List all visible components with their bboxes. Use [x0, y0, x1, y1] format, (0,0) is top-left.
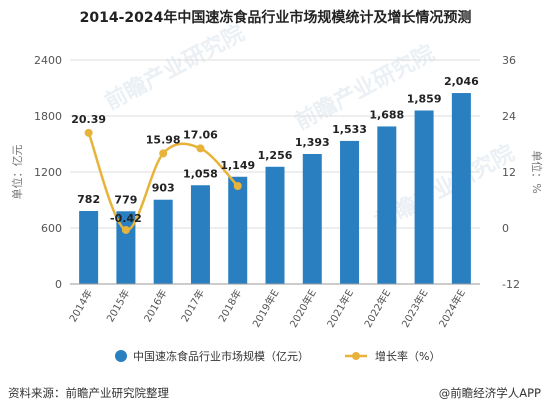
bar-value-label: 1,533 [332, 123, 367, 136]
growth-point [196, 144, 205, 153]
x-tick-label: 2015年 [104, 287, 133, 324]
y-tick-label: 600 [41, 222, 62, 235]
data-labels: 782 7799031,0581,1491,2561,3931,5331,6881… [71, 75, 479, 225]
x-tick-label: 2022年E [361, 287, 393, 330]
bar-value-label: 2,046 [444, 75, 479, 88]
bar [451, 93, 471, 284]
y-tick-label: 2400 [34, 54, 62, 67]
growth-value-label: 17.06 [183, 128, 218, 141]
legend-line-dot [352, 352, 360, 360]
legend-line-label: 增长率（%） [375, 349, 440, 363]
bar-value-label: 782 [77, 193, 100, 206]
x-tick-label: 2016年 [141, 287, 170, 324]
bar-value-label: 1,859 [407, 92, 442, 105]
brand-note: @前瞻经济学人APP [438, 386, 541, 400]
chart-title: 2014-2024年中国速冻食品行业市场规模统计及增长情况预测 [79, 10, 472, 26]
y2-tick-label: 12 [502, 166, 516, 179]
growth-point [233, 182, 242, 190]
bar [228, 176, 248, 284]
growth-value-label: -0.42 [110, 212, 142, 225]
x-tick-label: 2023年E [399, 287, 431, 330]
y2-tick-label: 36 [502, 54, 516, 67]
bar-value-label: 1,393 [295, 136, 330, 149]
y2-tick-label: 0 [502, 222, 509, 235]
x-tick-label: 2024年E [436, 287, 468, 330]
bar-value-label: 1,688 [369, 108, 404, 121]
growth-point [121, 225, 130, 234]
bar-value-label: 779 [114, 193, 137, 206]
x-tick-label: 2014年 [66, 287, 95, 324]
x-tick-label: 2017年 [178, 287, 207, 324]
x-tick-label: 2020年E [287, 287, 319, 330]
x-tick-label: 2019年E [249, 287, 281, 330]
growth-value-label: 15.98 [146, 133, 181, 146]
x-tick-label: 2021年E [324, 287, 356, 330]
source-note: 资料来源：前瞻产业研究院整理 [8, 386, 169, 400]
line-series [84, 128, 242, 234]
legend-bar-marker [115, 350, 127, 362]
growth-point [159, 149, 168, 158]
bar [265, 166, 285, 284]
watermark-text: 前瞻产业研究院 [101, 20, 249, 115]
legend-bar-label: 中国速冻食品行业市场规模（亿元） [133, 349, 309, 363]
y-tick-label: 0 [55, 278, 62, 291]
growth-line [87, 132, 239, 232]
bar-value-label: 1,058 [183, 167, 218, 180]
y-tick-label: 1800 [34, 110, 62, 123]
bar [190, 185, 210, 284]
bar [340, 140, 360, 284]
bar [377, 126, 397, 284]
bar [302, 153, 322, 284]
y-axis-title: 单位：亿元 [10, 145, 24, 200]
bar-series [79, 93, 471, 284]
legend: 中国速冻食品行业市场规模（亿元） 增长率（%） [115, 349, 440, 363]
y2-tick-label: 24 [502, 110, 516, 123]
y2-tick-label: -12 [502, 278, 520, 291]
bar [79, 211, 99, 284]
x-tick-label: 2018年 [215, 287, 244, 324]
y-tick-label: 1200 [34, 166, 62, 179]
bar [414, 110, 434, 284]
bar-value-label: 1,256 [258, 149, 293, 162]
bar-value-label: 903 [152, 182, 175, 195]
growth-point [84, 128, 93, 137]
y2-axis-title: 单位：% [530, 150, 544, 193]
bar-value-label: 1,149 [220, 159, 255, 172]
growth-value-label: 20.39 [71, 113, 106, 126]
bar [153, 199, 173, 284]
